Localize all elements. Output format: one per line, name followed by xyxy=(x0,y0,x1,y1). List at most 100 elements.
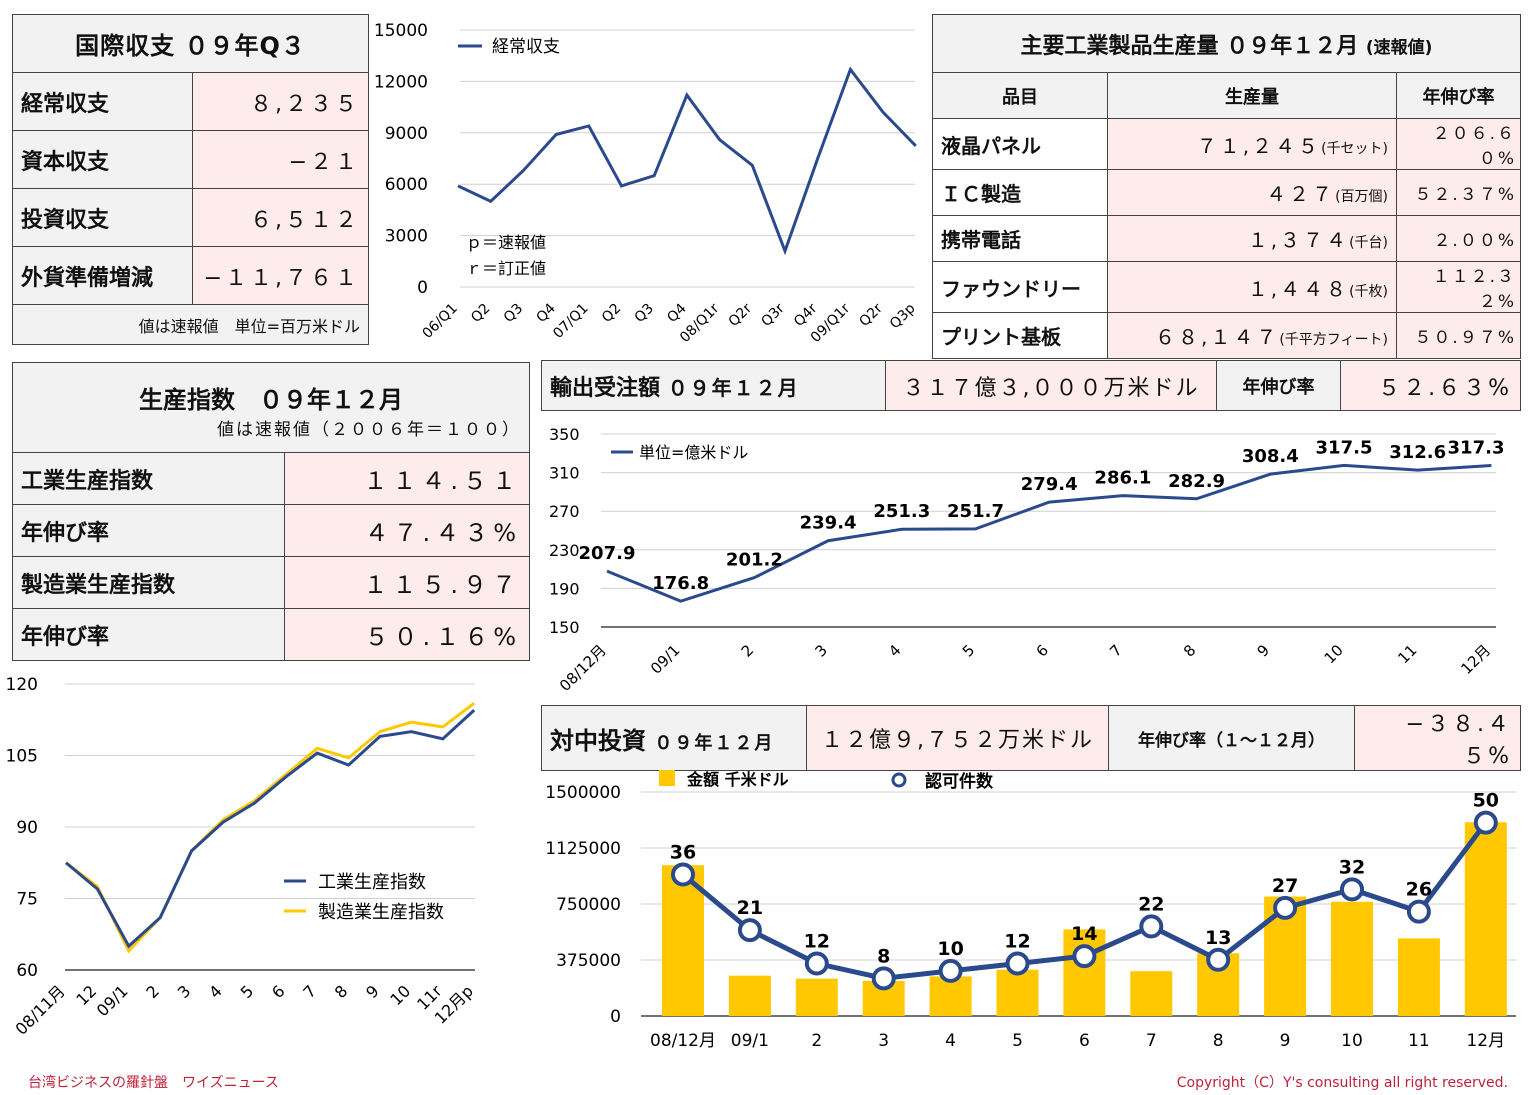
bop-value: −２１ xyxy=(192,130,369,189)
bop-label: 資本収支 xyxy=(12,130,193,189)
china-growth-value: −３８.４５% xyxy=(1354,705,1521,771)
x-tick-label: 9 xyxy=(1254,641,1273,660)
bar xyxy=(795,978,838,1016)
bop-value: −１１,７６１ xyxy=(192,246,369,305)
x-tick-label: 08/12月 xyxy=(650,1031,716,1051)
marker xyxy=(671,862,695,887)
marker xyxy=(1473,810,1498,835)
x-tick-label: Q3 xyxy=(632,301,657,326)
data-label: 176.8 xyxy=(652,573,709,594)
index-value: １１５.９７ xyxy=(284,556,530,609)
data-label: 21 xyxy=(737,897,763,919)
x-tick-label: 10 xyxy=(386,981,414,1009)
x-tick-label: Q4 xyxy=(534,300,559,325)
y-tick-label: 105 xyxy=(6,747,38,767)
x-tick-label: Q2 xyxy=(599,301,624,326)
data-label: 317.5 xyxy=(1316,437,1373,458)
china-investment-title: 対中投資 ０９年１２月 xyxy=(541,705,807,771)
marker xyxy=(1273,895,1298,920)
x-tick-label: 6 xyxy=(1033,641,1052,660)
bar xyxy=(728,975,771,1016)
col-header: 年伸び率 xyxy=(1396,72,1521,119)
marker xyxy=(1139,914,1164,939)
data-label: 251.7 xyxy=(947,501,1004,522)
x-tick-label: 8 xyxy=(1180,641,1199,660)
data-label: 251.3 xyxy=(873,501,930,522)
chart-annotation: ｒ＝訂正値 xyxy=(466,259,546,278)
x-tick-label: 07/Q1 xyxy=(550,301,591,342)
bop-label: 経常収支 xyxy=(12,72,193,131)
series-line-export-orders xyxy=(606,463,1492,603)
bar xyxy=(1063,929,1106,1016)
export-orders-amount: ３１７億３,０００万米ドル xyxy=(885,360,1217,411)
x-tick-label: 12月 xyxy=(1466,1031,1505,1051)
series-line-manufacturing-index xyxy=(65,702,476,954)
y-tick-label: 270 xyxy=(549,502,580,521)
y-tick-label: 0 xyxy=(417,278,428,298)
production-index-title: 生産指数 ０９年１２月 値は速報値（２００６年＝１００） xyxy=(12,362,530,453)
x-tick-label: 3 xyxy=(174,981,195,1002)
data-label: 207.9 xyxy=(579,543,636,564)
bop-note: 値は速報値 単位=百万米ドル xyxy=(12,304,369,345)
y-tick-label: 150 xyxy=(549,618,580,637)
y-tick-label: 310 xyxy=(549,464,580,483)
footer-copyright: Copyright（C）Y's consulting all right res… xyxy=(1176,1075,1508,1091)
bar xyxy=(1331,901,1373,1016)
marker xyxy=(1206,947,1231,972)
index-value: ５０.１６% xyxy=(284,608,530,661)
bop-label: 外貨準備増減 xyxy=(12,246,193,305)
table-row: プリント基板 ６８,１４７(千平方フィート) ５０.９７% xyxy=(932,312,1521,359)
data-label: 50 xyxy=(1473,790,1499,812)
legend-swatch xyxy=(659,770,675,786)
x-tick-label: 7 xyxy=(1106,641,1125,660)
x-tick-label: 2 xyxy=(738,641,757,660)
y-tick-label: 120 xyxy=(6,675,38,695)
x-tick-label: Q3 xyxy=(501,301,526,326)
y-tick-label: 1125000 xyxy=(545,839,621,859)
marker xyxy=(871,966,896,991)
x-tick-label: 11 xyxy=(1394,641,1420,667)
legend-swatch xyxy=(891,772,907,788)
x-tick-label: Q3p xyxy=(887,300,919,332)
data-label: 26 xyxy=(1406,879,1432,901)
data-label: 27 xyxy=(1272,875,1298,897)
legend-label: 認可件数 xyxy=(925,771,994,792)
x-tick-label: 4 xyxy=(885,641,904,660)
china-investment-chart: 0 375000 750000 1125000 1500000 08/12月 09/1 2 3… xyxy=(545,770,1516,1051)
y-tick-label: 15000 xyxy=(374,21,428,41)
x-tick-label: 7 xyxy=(1146,1031,1157,1051)
data-label: 32 xyxy=(1339,856,1365,878)
x-tick-label: Q2r xyxy=(726,300,756,330)
x-tick-label: Q2r xyxy=(856,300,886,330)
x-tick-label: 5 xyxy=(237,981,258,1002)
x-tick-label: 6 xyxy=(268,981,289,1002)
data-label: 36 xyxy=(670,842,696,864)
col-header: 生産量 xyxy=(1107,72,1397,119)
x-tick-label: 4 xyxy=(205,981,226,1002)
series-line-current-account xyxy=(457,66,917,256)
index-value: １１４.５１ xyxy=(284,452,530,505)
table-row: ファウンドリー １,４４８(千枚) １１２.３２% xyxy=(932,261,1521,313)
bar xyxy=(1464,822,1507,1016)
x-tick-label: 12月 xyxy=(1457,641,1494,678)
export-orders-header: 輸出受注額 ０９年１２月 ３１７億３,０００万米ドル 年伸び率 ５２.６３% xyxy=(541,360,1521,411)
chart-annotation: ｐ＝速報値 xyxy=(466,233,546,252)
data-label: 22 xyxy=(1138,893,1164,915)
y-tick-label: 9000 xyxy=(385,124,428,144)
marker xyxy=(1406,899,1431,924)
y-tick-label: 3000 xyxy=(385,227,428,247)
series-line-industrial-index xyxy=(65,709,476,949)
bop-label: 投資収支 xyxy=(12,188,193,247)
x-tick-label: 9 xyxy=(362,981,383,1002)
data-label: 12 xyxy=(804,931,830,953)
table-row: 液晶パネル ７１,２４５(千セット) ２０６.６０% xyxy=(932,118,1521,170)
x-tick-label: 09/1 xyxy=(647,641,684,678)
x-tick-label: 7 xyxy=(299,981,320,1002)
x-tick-label: 2 xyxy=(811,1031,822,1051)
export-growth-label: 年伸び率 xyxy=(1216,360,1341,411)
y-tick-label: 60 xyxy=(16,961,38,981)
china-growth-label: 年伸び率（１〜１２月） xyxy=(1108,705,1355,771)
industrial-title: 主要工業製品生産量 ０９年１２月 (速報値) xyxy=(932,14,1521,73)
bar xyxy=(1130,971,1173,1016)
